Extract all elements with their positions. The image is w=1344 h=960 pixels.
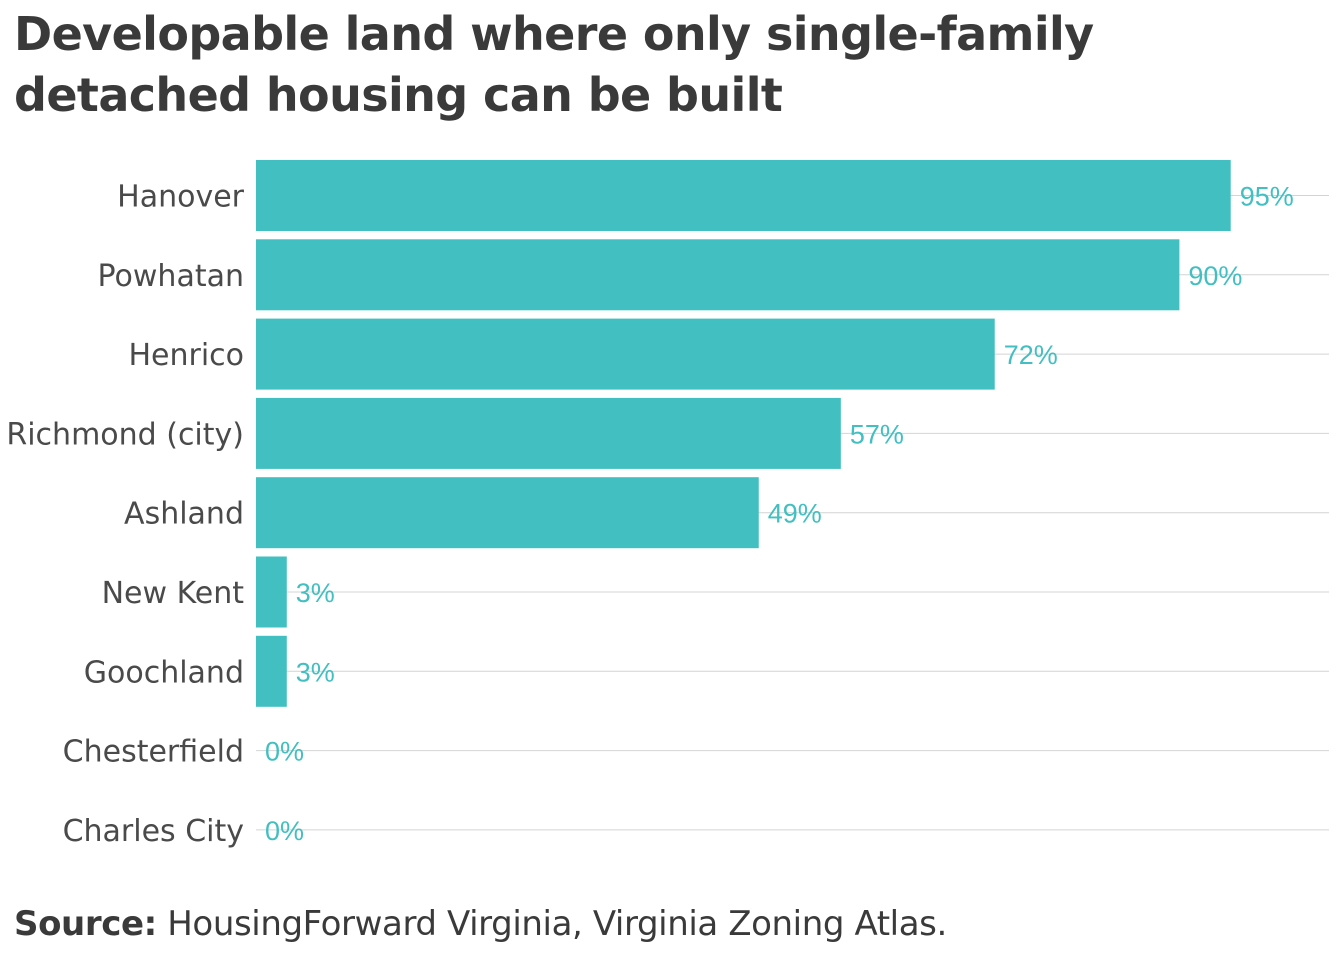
bar-hanover: [256, 160, 1231, 231]
labels: Hanover 95% Powhatan 90% Henrico 72% Richmond …: [6, 180, 1293, 849]
bar-new-kent: [256, 556, 287, 628]
category-label: New Kent: [102, 576, 245, 611]
value-label: 90%: [1188, 261, 1242, 291]
source-note: Source: HousingForward Virginia, Virgini…: [14, 902, 947, 946]
bar-ashland: [256, 477, 759, 549]
value-label: 3%: [296, 657, 335, 687]
category-label: Ashland: [124, 497, 244, 532]
bar-richmond-city: [256, 397, 841, 469]
category-label: Richmond (city): [6, 417, 244, 452]
category-label: Hanover: [117, 180, 245, 215]
category-label: Charles City: [63, 814, 244, 849]
value-label: 57%: [850, 419, 904, 449]
bar-powhatan: [256, 239, 1180, 311]
value-label: 49%: [768, 499, 822, 529]
source-text: HousingForward Virginia, Virginia Zoning…: [167, 904, 947, 944]
chart-title: Developable land where only single-famil…: [14, 7, 1094, 122]
bar-chart: Hanover 95% Powhatan 90% Henrico 72% Richmond …: [6, 160, 1329, 849]
bar-goochland: [256, 635, 287, 707]
bar-henrico: [256, 318, 995, 390]
source-label: Source:: [14, 904, 157, 944]
value-label: 0%: [265, 816, 304, 846]
category-label: Chesterfield: [63, 735, 244, 770]
value-label: 72%: [1004, 340, 1058, 370]
category-label: Henrico: [128, 338, 244, 373]
bars: [256, 160, 1231, 707]
value-label: 95%: [1240, 182, 1294, 212]
category-label: Powhatan: [98, 259, 244, 294]
value-label: 0%: [265, 737, 304, 767]
value-label: 3%: [296, 578, 335, 608]
category-label: Goochland: [84, 655, 244, 690]
